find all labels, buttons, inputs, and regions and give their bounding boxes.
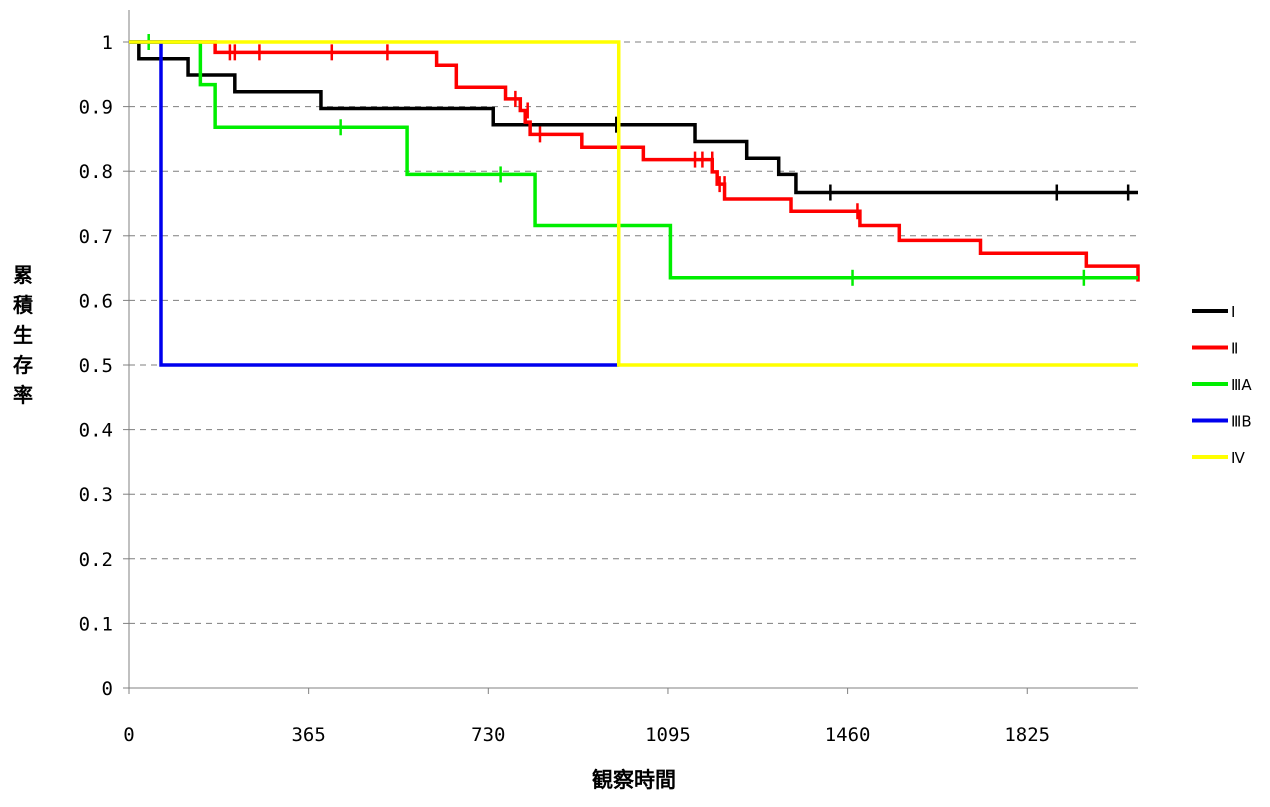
- series-line: [129, 40, 619, 367]
- y-tick-label: 0.2: [79, 549, 113, 571]
- x-tick-label: 1095: [645, 724, 691, 746]
- y-tick-label: 0.4: [79, 420, 113, 442]
- series-line: [129, 40, 1138, 280]
- series-line: [129, 40, 1138, 195]
- series-3: [129, 34, 1138, 286]
- x-tick-label: 365: [291, 724, 325, 746]
- y-axis-label-char: 存: [13, 353, 33, 377]
- series-2: [129, 40, 1140, 282]
- gridlines: [129, 41, 1138, 624]
- series-line: [129, 40, 1138, 367]
- series-1: [129, 40, 1138, 201]
- y-tick-labels: 0 0.1 0.2 0.3 0.4 0.5 0.6 0.7 0.8 0.9 1: [79, 32, 113, 700]
- legend-label: ⅢB: [1231, 413, 1252, 431]
- x-tick-label: 1825: [1004, 724, 1050, 746]
- y-tick-label: 0.3: [79, 484, 113, 506]
- y-tick-label: 1: [102, 32, 113, 54]
- y-tick-label: 0.5: [79, 355, 113, 377]
- x-tick-label: 0: [123, 724, 134, 746]
- y-axis-label-char: 生: [13, 323, 33, 347]
- y-axis-label-char: 率: [13, 383, 33, 407]
- legend-label: ⅢA: [1231, 376, 1252, 394]
- x-tick-label: 1460: [825, 724, 871, 746]
- series-5: [129, 40, 1138, 367]
- y-axis-label-char: 積: [13, 293, 34, 317]
- series-4: [129, 40, 619, 367]
- y-tick-label: 0.8: [79, 161, 113, 183]
- legend-label: Ⅳ: [1231, 449, 1245, 467]
- y-tick-label: 0: [102, 678, 113, 700]
- x-axis-label: 観察時間: [592, 768, 676, 792]
- y-tick-label: 0.9: [79, 97, 113, 119]
- x-tick-labels: 0 365 730 1095 1460 1825: [123, 724, 1050, 746]
- y-tick-label: 0.6: [79, 290, 113, 312]
- legend-label: Ⅰ: [1231, 303, 1235, 321]
- legend-label: Ⅱ: [1231, 340, 1238, 358]
- series-line: [129, 40, 1140, 282]
- y-tick-label: 0.7: [79, 226, 113, 248]
- legend: Ⅰ Ⅱ ⅢA ⅢB Ⅳ: [1192, 303, 1252, 467]
- y-axis-label-char: 累: [13, 263, 33, 287]
- x-tick-label: 730: [471, 724, 505, 746]
- y-tick-label: 0.1: [79, 613, 113, 635]
- series-layer: [129, 34, 1140, 367]
- axes: [123, 10, 1138, 694]
